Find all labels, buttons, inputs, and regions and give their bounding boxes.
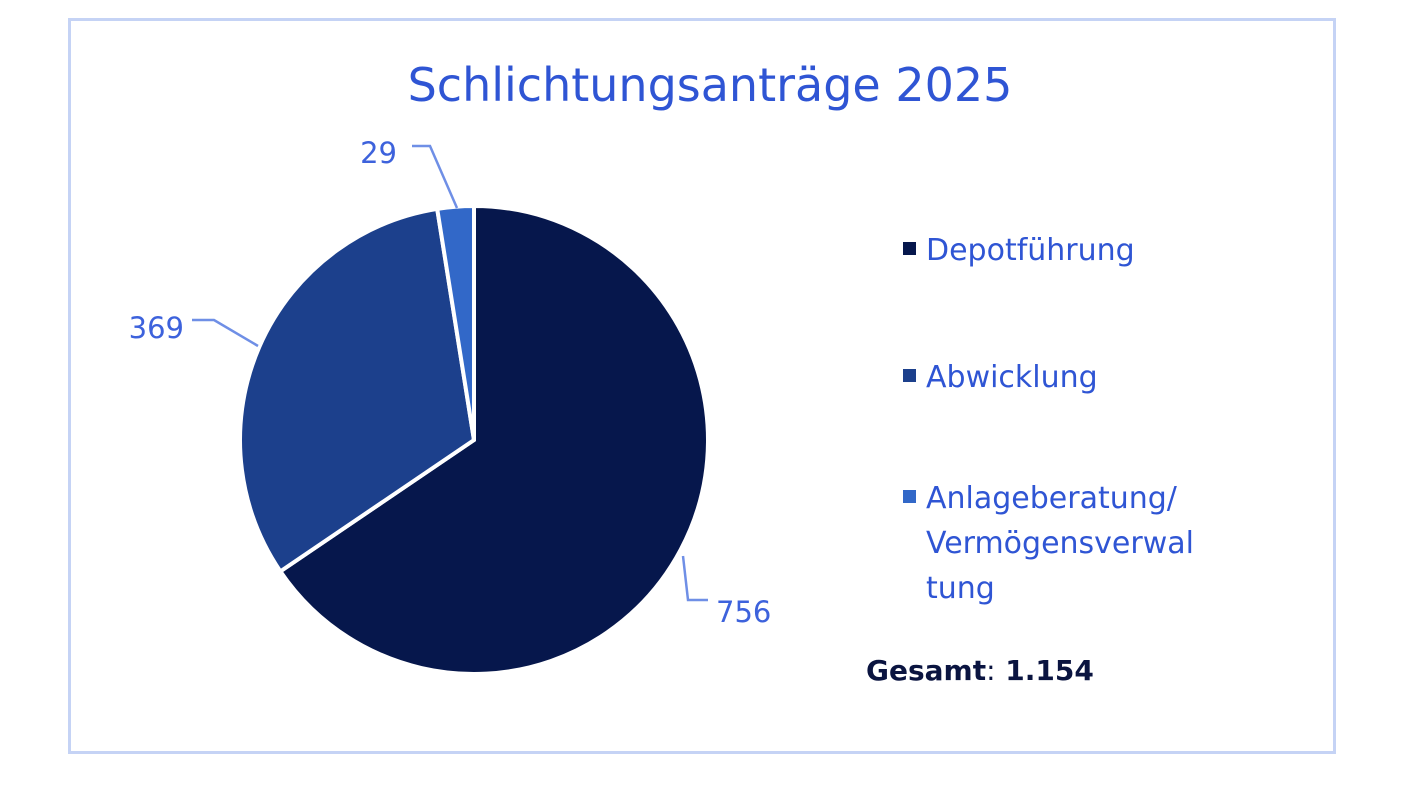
pie-slice-1 — [278, 204, 710, 676]
legend-label-1: Depotführung — [926, 233, 1135, 268]
chart-title: Schlichtungsanträge 2025 — [407, 58, 1013, 112]
legend-label-3-line-1: Anlageberatung/ — [926, 481, 1178, 516]
legend: Depotführung Abwicklung Anlageberatung/Ver… — [903, 233, 1194, 606]
leader-line-2 — [192, 318, 259, 348]
legend-label-3-line-2: Vermögensverwal — [926, 526, 1194, 561]
total-summary: Gesamt: 1.154 — [866, 654, 1094, 687]
legend-swatch-2 — [903, 369, 916, 382]
leader-line-1 — [681, 555, 708, 602]
pie-slices — [238, 204, 710, 676]
legend-swatch-1 — [903, 242, 916, 255]
total-value: 1.154 — [1005, 654, 1094, 687]
total-separator: : — [986, 654, 996, 687]
data-label-2: 369 — [129, 311, 184, 345]
data-labels: 756 369 29 — [129, 136, 772, 629]
legend-swatch-3 — [903, 490, 916, 503]
pie-slice-2 — [238, 206, 476, 574]
legend-label-3-line-3: tung — [926, 571, 995, 606]
total-label: Gesamt — [866, 654, 987, 687]
data-label-3: 29 — [360, 136, 397, 170]
leader-line-3 — [412, 144, 459, 209]
data-label-1: 756 — [716, 595, 771, 629]
legend-label-2: Abwicklung — [926, 360, 1098, 395]
leader-lines — [192, 144, 708, 602]
